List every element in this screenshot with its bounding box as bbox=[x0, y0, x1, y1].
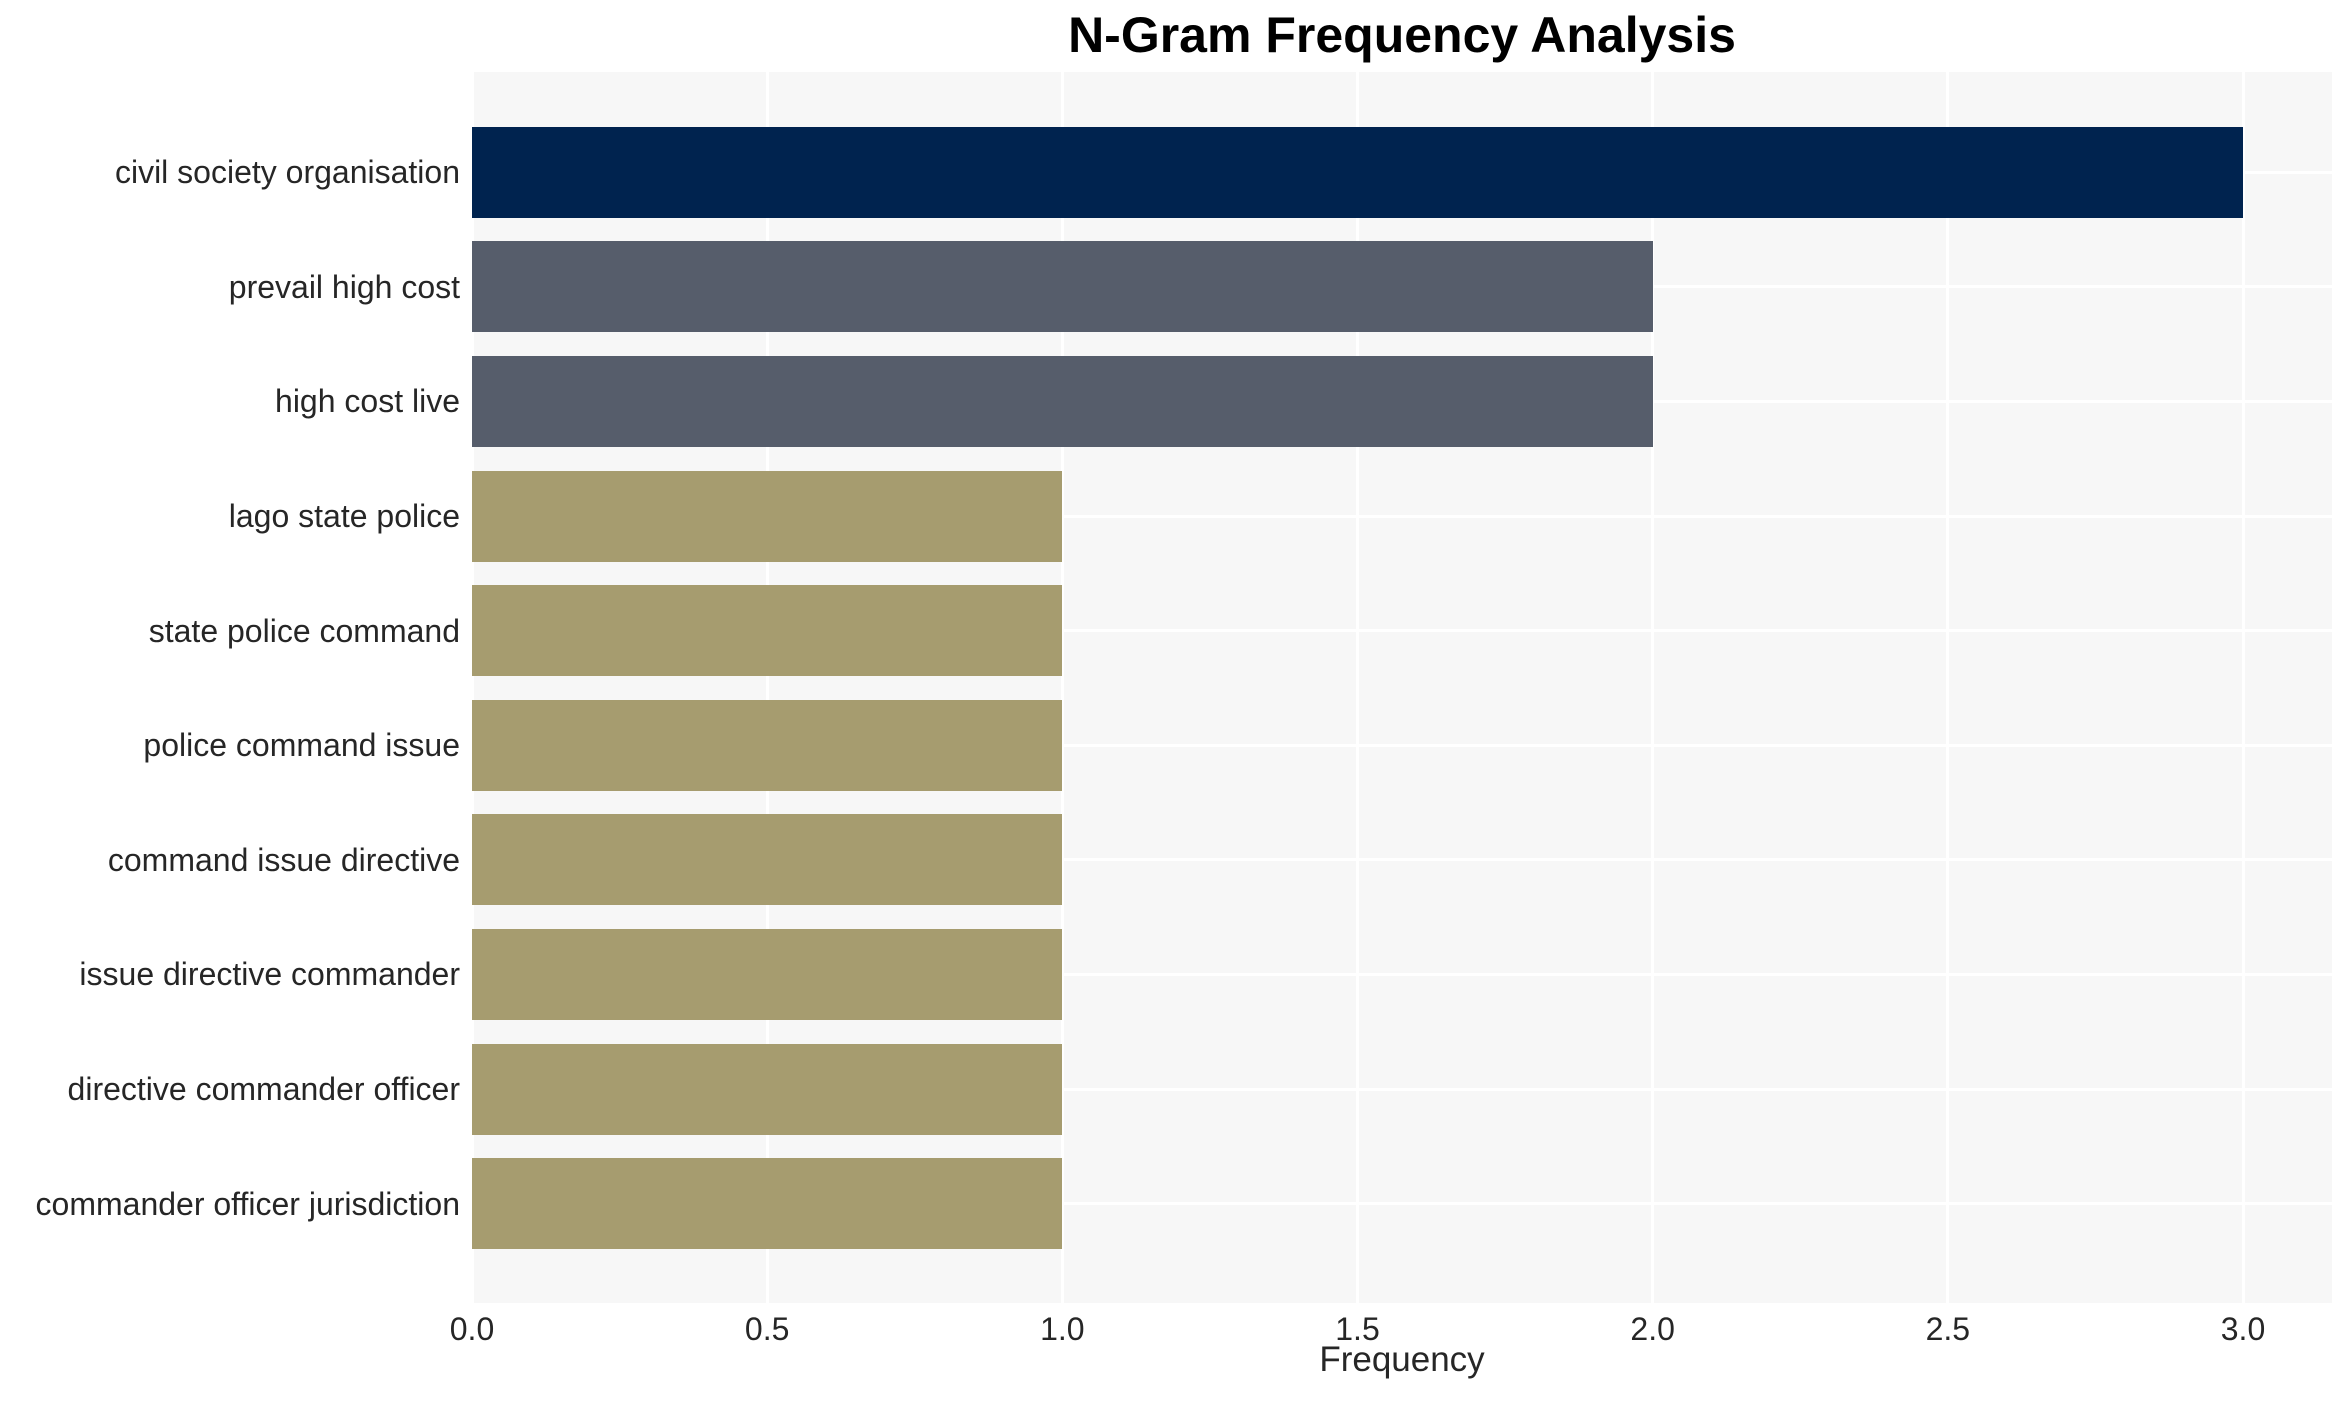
x-tick-label: 1.5 bbox=[1335, 1311, 1380, 1347]
gridline-horizontal bbox=[472, 972, 2332, 976]
bar bbox=[472, 355, 1653, 447]
gridline-horizontal bbox=[472, 514, 2332, 518]
bar bbox=[472, 699, 1063, 791]
x-tick-label: 3.0 bbox=[2220, 1311, 2266, 1347]
gridline-horizontal bbox=[472, 629, 2332, 633]
bar bbox=[472, 241, 1653, 333]
x-axis-title: Frequency bbox=[1319, 1340, 1485, 1379]
y-tick-label: state police command bbox=[148, 612, 460, 649]
bar bbox=[472, 126, 2243, 218]
bar bbox=[472, 585, 1063, 677]
y-tick-label: high cost live bbox=[275, 383, 460, 420]
y-tick-label: police command issue bbox=[143, 727, 460, 764]
y-tick-label: prevail high cost bbox=[228, 268, 460, 305]
y-tick-label: issue directive commander bbox=[79, 956, 460, 993]
gridline-vertical bbox=[765, 72, 769, 1303]
bar bbox=[472, 1158, 1063, 1250]
gridline-vertical bbox=[2241, 72, 2245, 1303]
y-tick-label: lago state police bbox=[228, 498, 460, 534]
y-tick-label: commander officer jurisdiction bbox=[35, 1185, 460, 1222]
x-tick-label: 2.5 bbox=[1925, 1311, 1971, 1347]
bar bbox=[472, 470, 1063, 562]
bar bbox=[472, 928, 1063, 1020]
x-tick-label: 0.0 bbox=[449, 1311, 495, 1347]
bar bbox=[472, 814, 1063, 906]
gridline-horizontal bbox=[472, 1087, 2332, 1091]
x-tick-label: 2.0 bbox=[1630, 1311, 1675, 1347]
y-tick-label: civil society organisation bbox=[114, 154, 460, 191]
gridline-vertical bbox=[470, 72, 474, 1303]
gridline-vertical bbox=[1651, 72, 1655, 1303]
gridline-vertical bbox=[1356, 72, 1359, 1303]
chart-title: N-Gram Frequency Analysis bbox=[1068, 7, 1736, 63]
gridline-horizontal bbox=[472, 858, 2332, 862]
gridline-horizontal bbox=[472, 743, 2332, 747]
x-tick-label: 1.0 bbox=[1040, 1311, 1085, 1347]
gridline-vertical bbox=[1946, 72, 1950, 1303]
bar bbox=[472, 1043, 1063, 1135]
gridline-vertical bbox=[1060, 72, 1064, 1303]
gridline-horizontal bbox=[472, 1202, 2332, 1206]
x-tick-label: 0.5 bbox=[744, 1311, 790, 1347]
y-tick-label: command issue directive bbox=[107, 841, 460, 878]
plot-area bbox=[470, 72, 2332, 1303]
y-tick-label: directive commander officer bbox=[67, 1071, 460, 1107]
